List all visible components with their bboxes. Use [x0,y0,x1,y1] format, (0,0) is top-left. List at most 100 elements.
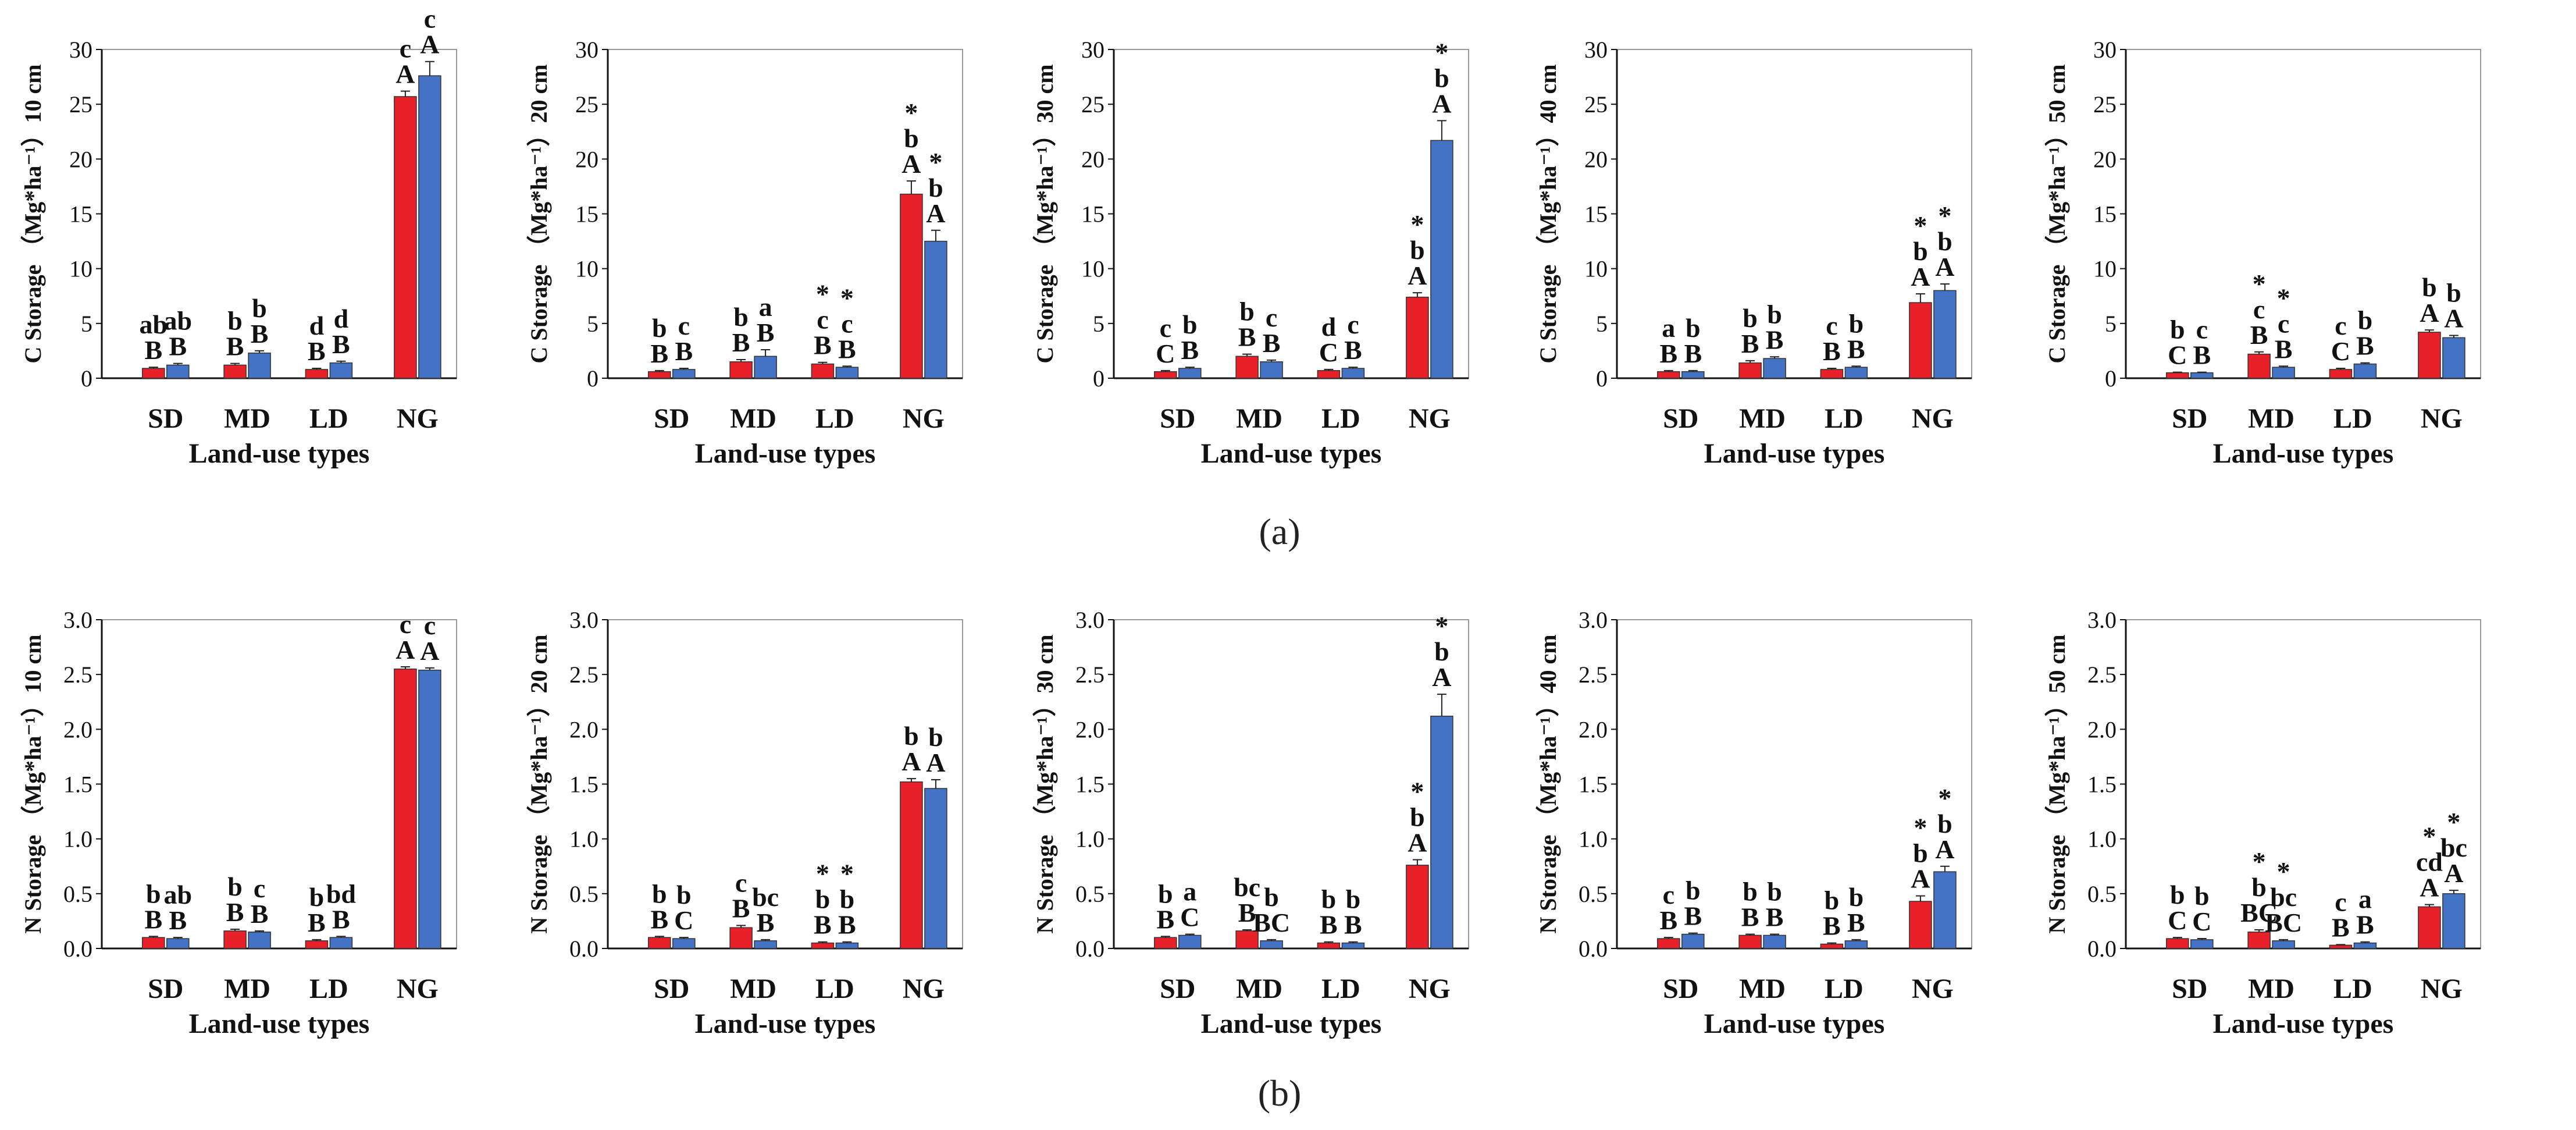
significance-label: b [1937,226,1953,256]
significance-label: c [2335,887,2346,916]
bar-MD-s2 [2272,367,2295,379]
significance-label: b [2446,278,2461,308]
category-label: LD [309,973,348,1004]
bar-MD-s2 [1260,361,1283,379]
significance-label: B [1766,325,1784,354]
significance-label: C [1180,902,1199,932]
significance-label: b [2194,881,2210,911]
category-label: NG [903,973,945,1004]
y-tick-label: 25 [2093,91,2117,118]
bar-NG-s2 [418,669,441,949]
bar-LD-s1 [1820,369,1844,379]
y-tick-label: 0.5 [1579,881,1608,907]
significance-label: B [1823,911,1841,941]
significance-label: * [1914,813,1927,843]
y-tick-label: 30 [575,37,598,63]
significance-label: c [2196,315,2208,344]
bar-NG-s2 [924,788,947,949]
y-tick-label: 30 [2093,37,2117,63]
significance-label: b [1410,802,1425,831]
significance-label: B [1847,908,1865,937]
bar-NG-s1 [900,193,923,379]
bar-SD-s2 [166,364,190,379]
significance-label: C [674,905,693,935]
significance-label: * [1410,776,1424,806]
significance-label: b [252,293,267,323]
significance-label: * [816,859,829,889]
significance-label: B [2250,320,2268,350]
bar-LD-s2 [1844,367,1868,379]
y-tick-label: 30 [1081,37,1104,63]
significance-label: * [2277,283,2290,312]
bar-NG-s1 [1406,296,1429,379]
bar-MD-s1 [2247,353,2271,379]
y-axis-label: C Storage （Mg*ha⁻¹）40 cm [1535,64,1561,363]
y-tick-label: 1.5 [1579,772,1608,798]
bar-MD-s1 [223,930,247,949]
bar-SD-s2 [1178,934,1202,949]
significance-label: B [1320,910,1338,940]
significance-label: B [1659,339,1677,368]
category-label: SD [654,403,689,434]
bar-MD-s2 [2272,940,2295,949]
bar-LD-s2 [329,362,353,379]
chart-b-5: 0.0 0.5 1.0 1.5 2.0 2.5 3.0 N Storage （Mg*ha⁻¹）… [2044,607,2481,1039]
y-tick-label: 1.0 [1075,826,1104,852]
significance-label: B [308,336,326,366]
category-label: LD [815,973,854,1004]
y-tick-label: 15 [2093,201,2117,228]
y-axis-label: N Storage （Mg*ha⁻¹）20 cm [526,634,552,933]
category-label: SD [148,403,183,434]
significance-label: b [1743,303,1758,333]
significance-label: * [1938,783,1951,813]
significance-label: B [2193,340,2211,370]
significance-label: B [169,332,187,361]
bar-SD-s2 [2190,939,2214,949]
x-axis-label: Land-use types [1201,1008,1382,1039]
significance-label: b [928,722,943,752]
significance-label: A [1911,864,1930,894]
significance-label: b [1239,297,1255,326]
chart-b-1: 0.0 0.5 1.0 1.5 2.0 2.5 3.0 N Storage （Mg*ha⁻¹）… [20,607,457,1039]
category-label: NG [397,973,439,1004]
significance-label: b [676,880,692,909]
bar-LD-s2 [835,367,859,379]
bar-LD-s1 [1317,942,1341,949]
significance-label: bd [326,879,357,908]
significance-label: b [1743,877,1758,907]
significance-label: B [1766,902,1784,932]
category-label: NG [903,403,945,434]
y-tick-label: 1.5 [2087,772,2117,798]
significance-label: A [1408,827,1427,857]
bar-NG-s1 [2418,332,2441,379]
y-tick-label: 2.0 [2087,716,2117,742]
bar-MD-s2 [1260,940,1283,949]
y-tick-label: 0.0 [1579,936,1608,962]
significance-label: C [1156,339,1175,368]
significance-label: B [332,904,350,934]
y-tick-label: 2.5 [63,662,92,688]
bar-SD-s2 [672,369,696,379]
significance-label: c [254,873,265,903]
significance-label: b [2251,872,2267,902]
category-label: SD [1160,403,1195,434]
y-tick-label: 2.0 [63,716,92,742]
category-label: MD [1236,973,1282,1004]
bar-MD-s2 [754,940,777,949]
panel-label-a: (a) [1259,511,1300,552]
y-tick-label: 2.5 [1075,662,1104,688]
bar-LD-s2 [2353,942,2377,949]
significance-label: A [1408,261,1427,290]
y-axis-label: C Storage （Mg*ha⁻¹）20 cm [526,64,552,363]
significance-label: bc [1234,872,1260,902]
bar-NG-s2 [1933,290,1957,379]
significance-label: c [424,4,436,34]
category-label: MD [2248,403,2294,434]
bar-SD-s1 [142,937,165,949]
significance-label: B [226,332,244,361]
significance-label: B [650,339,668,368]
significance-label: a [1662,313,1675,343]
chart-a-5: 0 5 10 15 20 25 30 C Storage （Mg*ha⁻¹）50 cm SD Cb… [2044,37,2481,469]
significance-label: * [2253,847,2266,876]
significance-label: bc [2440,833,2467,862]
